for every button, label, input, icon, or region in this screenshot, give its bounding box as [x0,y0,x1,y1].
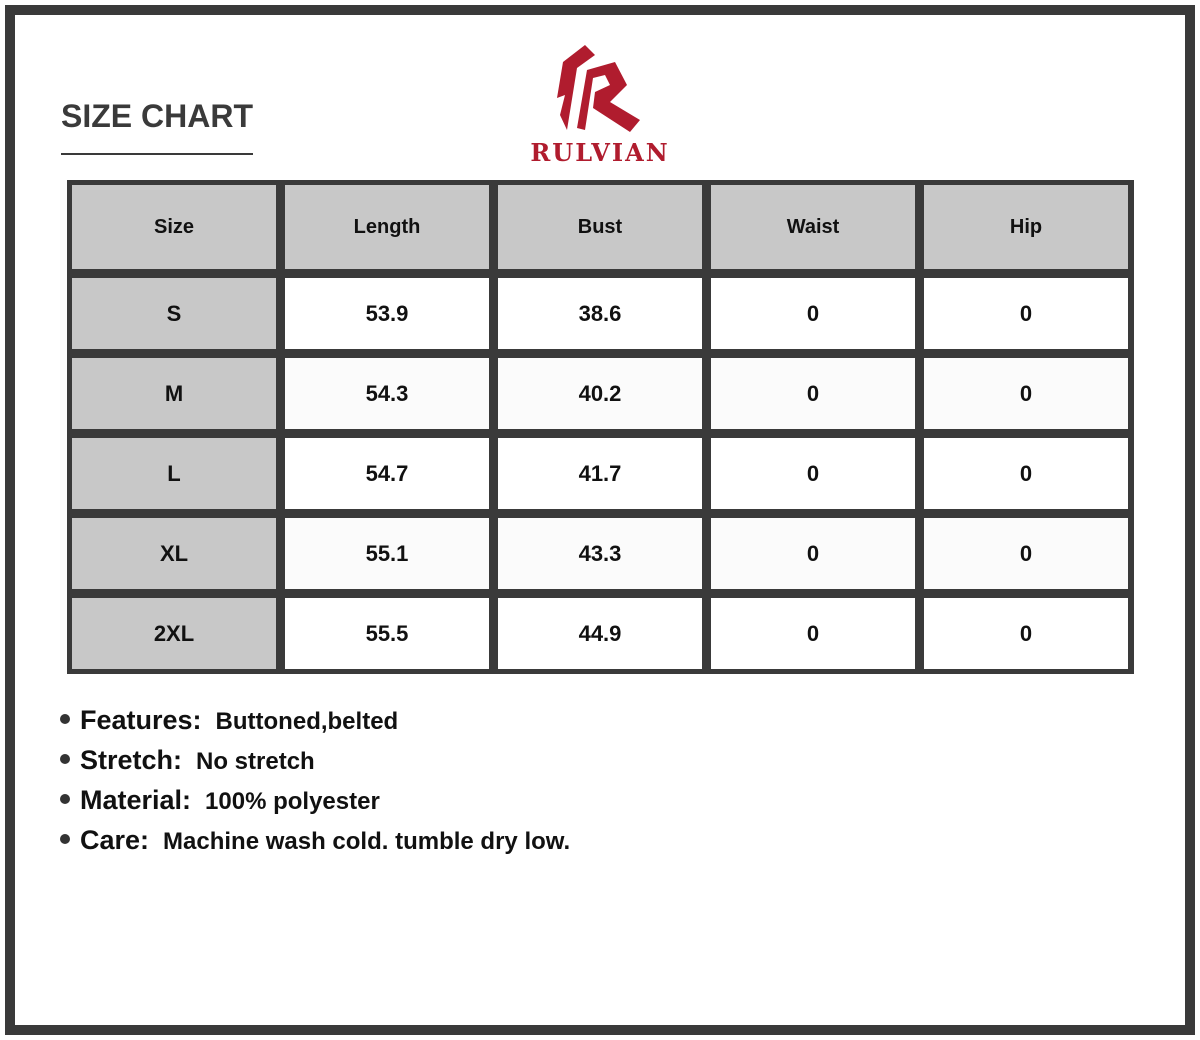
bullet-icon [60,834,70,844]
table-cell-bust: 40.2 [498,358,702,429]
size-label-cell: S [72,278,276,349]
page-title: SIZE CHART [61,98,253,134]
note-value: Machine wash cold. tumble dry low. [163,828,571,855]
column-header-size: Size [72,185,276,269]
note-label: Stretch: [80,745,183,775]
table-cell-waist: 0 [711,518,915,589]
table-cell-bust: 43.3 [498,518,702,589]
size-label-cell: 2XL [72,598,276,669]
r-logo-icon [557,45,640,132]
column-header-hip: Hip [924,185,1128,269]
note-value: Buttoned,belted [215,708,399,735]
size-label-cell: L [72,438,276,509]
note-item: Stretch: No stretch [60,745,570,785]
size-label-cell: M [72,358,276,429]
table-cell-hip: 0 [924,438,1128,509]
note-value: 100% polyester [205,788,380,815]
note-label: Material: [80,785,192,815]
table-cell-bust: 44.9 [498,598,702,669]
note-item: Features: Buttoned,belted [60,705,570,745]
table-cell-hip: 0 [924,358,1128,429]
table-cell-waist: 0 [711,598,915,669]
size-label-cell: XL [72,518,276,589]
bullet-icon [60,754,70,764]
table-cell-hip: 0 [924,278,1128,349]
column-header-bust: Bust [498,185,702,269]
table-cell-hip: 0 [924,598,1128,669]
brand-logo: RULVIAN [515,40,685,170]
table-cell-waist: 0 [711,438,915,509]
note-item: Care: Machine wash cold. tumble dry low. [60,825,570,865]
table-cell-waist: 0 [711,278,915,349]
title-underline [61,153,253,155]
note-value: No stretch [196,748,315,775]
table-cell-length: 53.9 [285,278,489,349]
table-cell-length: 55.5 [285,598,489,669]
note-label: Care: [80,825,150,855]
size-table: Size Length Bust Waist Hip S 53.9 38.6 0 0 M 54.3 40… [67,180,1134,674]
table-cell-bust: 38.6 [498,278,702,349]
table-cell-hip: 0 [924,518,1128,589]
brand-name: RULVIAN [530,138,670,167]
table-cell-bust: 41.7 [498,438,702,509]
bullet-icon [60,714,70,724]
table-cell-length: 54.7 [285,438,489,509]
table-cell-length: 54.3 [285,358,489,429]
column-header-waist: Waist [711,185,915,269]
bullet-icon [60,794,70,804]
column-header-length: Length [285,185,489,269]
note-item: Material: 100% polyester [60,785,570,825]
note-label: Features: [80,705,202,735]
product-notes: Features: Buttoned,belted Stretch: No stret… [60,705,570,865]
table-cell-waist: 0 [711,358,915,429]
table-cell-length: 55.1 [285,518,489,589]
